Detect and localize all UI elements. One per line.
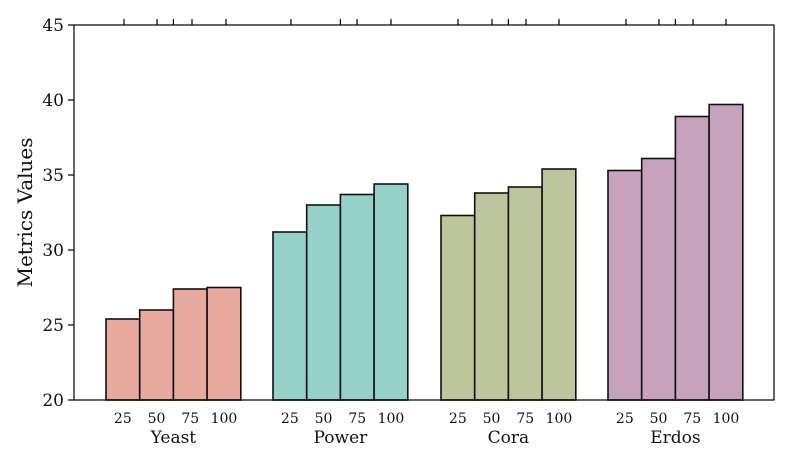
x-sub-tick-label: 75 (516, 411, 534, 427)
x-sub-tick-label: 75 (683, 411, 701, 427)
bar (373, 183, 409, 401)
x-sub-tick-label: 100 (378, 411, 405, 427)
x-sub-tick-label: 50 (148, 411, 166, 427)
x-sub-tick-label: 100 (546, 411, 573, 427)
bar (206, 286, 242, 401)
x-sub-tick-label: 75 (348, 411, 366, 427)
x-group-label: Cora (488, 428, 530, 448)
y-tick-label: 25 (42, 316, 64, 336)
y-tick-label: 35 (42, 166, 64, 186)
bar (440, 214, 476, 401)
x-sub-tick-label: 25 (616, 411, 634, 427)
bar (172, 288, 208, 401)
x-sub-tick-label: 100 (211, 411, 238, 427)
bar (473, 192, 510, 401)
x-sub-tick-label: 50 (650, 411, 668, 427)
bar (640, 157, 677, 401)
bar (305, 204, 342, 401)
x-sub-tick-label: 75 (181, 411, 199, 427)
bar (339, 193, 375, 401)
bar (708, 103, 744, 401)
x-group-label: Power (314, 428, 369, 448)
bar (674, 115, 710, 401)
x-sub-tick-label: 50 (483, 411, 501, 427)
bar (507, 186, 543, 401)
y-axis-label: Metrics Values (13, 137, 37, 287)
y-tick-label: 30 (42, 241, 64, 261)
x-sub-tick-label: 25 (281, 411, 299, 427)
y-tick-label: 20 (42, 391, 64, 411)
x-group-label: Erdos (650, 428, 700, 448)
y-tick-label: 45 (42, 16, 64, 36)
plot-frame (73, 24, 775, 401)
bar (105, 318, 141, 401)
x-sub-tick-label: 25 (449, 411, 467, 427)
x-sub-tick-label: 100 (713, 411, 740, 427)
bar (272, 231, 308, 401)
y-tick-label: 40 (42, 91, 64, 111)
bar (607, 169, 643, 401)
bar (541, 168, 577, 401)
x-sub-tick-label: 25 (114, 411, 132, 427)
bar (138, 309, 175, 401)
x-group-label: Yeast (150, 428, 197, 448)
x-sub-tick-label: 50 (315, 411, 333, 427)
